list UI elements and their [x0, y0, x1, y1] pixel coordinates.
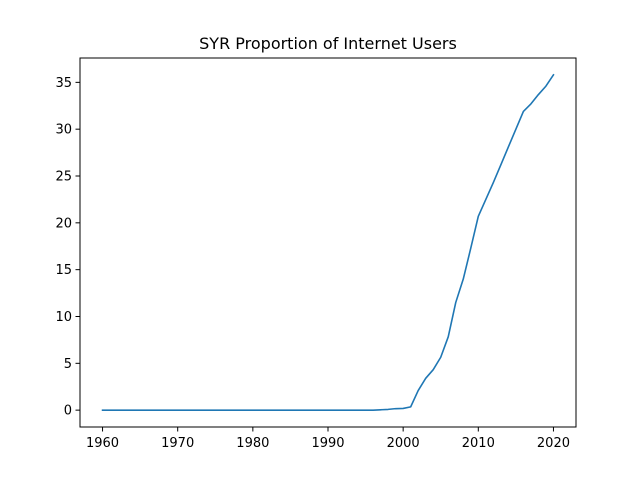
- y-axis: 0 5 10 15 20 25 30 35: [55, 76, 80, 419]
- y-tick-label: 5: [64, 357, 72, 372]
- y-tick-label: 35: [55, 76, 72, 91]
- y-tick-label: 25: [55, 170, 72, 185]
- x-tick-label: 2010: [462, 436, 495, 451]
- x-tick-label: 1960: [86, 436, 119, 451]
- plot-area: [101, 73, 555, 411]
- y-tick-label: 20: [55, 216, 72, 231]
- y-tick-label: 0: [64, 404, 72, 419]
- x-tick-label: 1980: [236, 436, 269, 451]
- series-line: [101, 73, 555, 411]
- x-tick-label: 1970: [161, 436, 194, 451]
- x-tick-label: 1990: [311, 436, 344, 451]
- y-tick-label: 15: [55, 263, 72, 278]
- y-tick-label: 10: [55, 310, 72, 325]
- axes-frame: [79, 57, 577, 428]
- x-axis: 1960 1970 1980 1990 2000 2010 2020: [86, 427, 570, 451]
- y-tick-label: 30: [55, 123, 72, 138]
- x-tick-label: 2000: [387, 436, 420, 451]
- x-tick-label: 2020: [537, 436, 570, 451]
- chart-title: SYR Proportion of Internet Users: [199, 34, 457, 53]
